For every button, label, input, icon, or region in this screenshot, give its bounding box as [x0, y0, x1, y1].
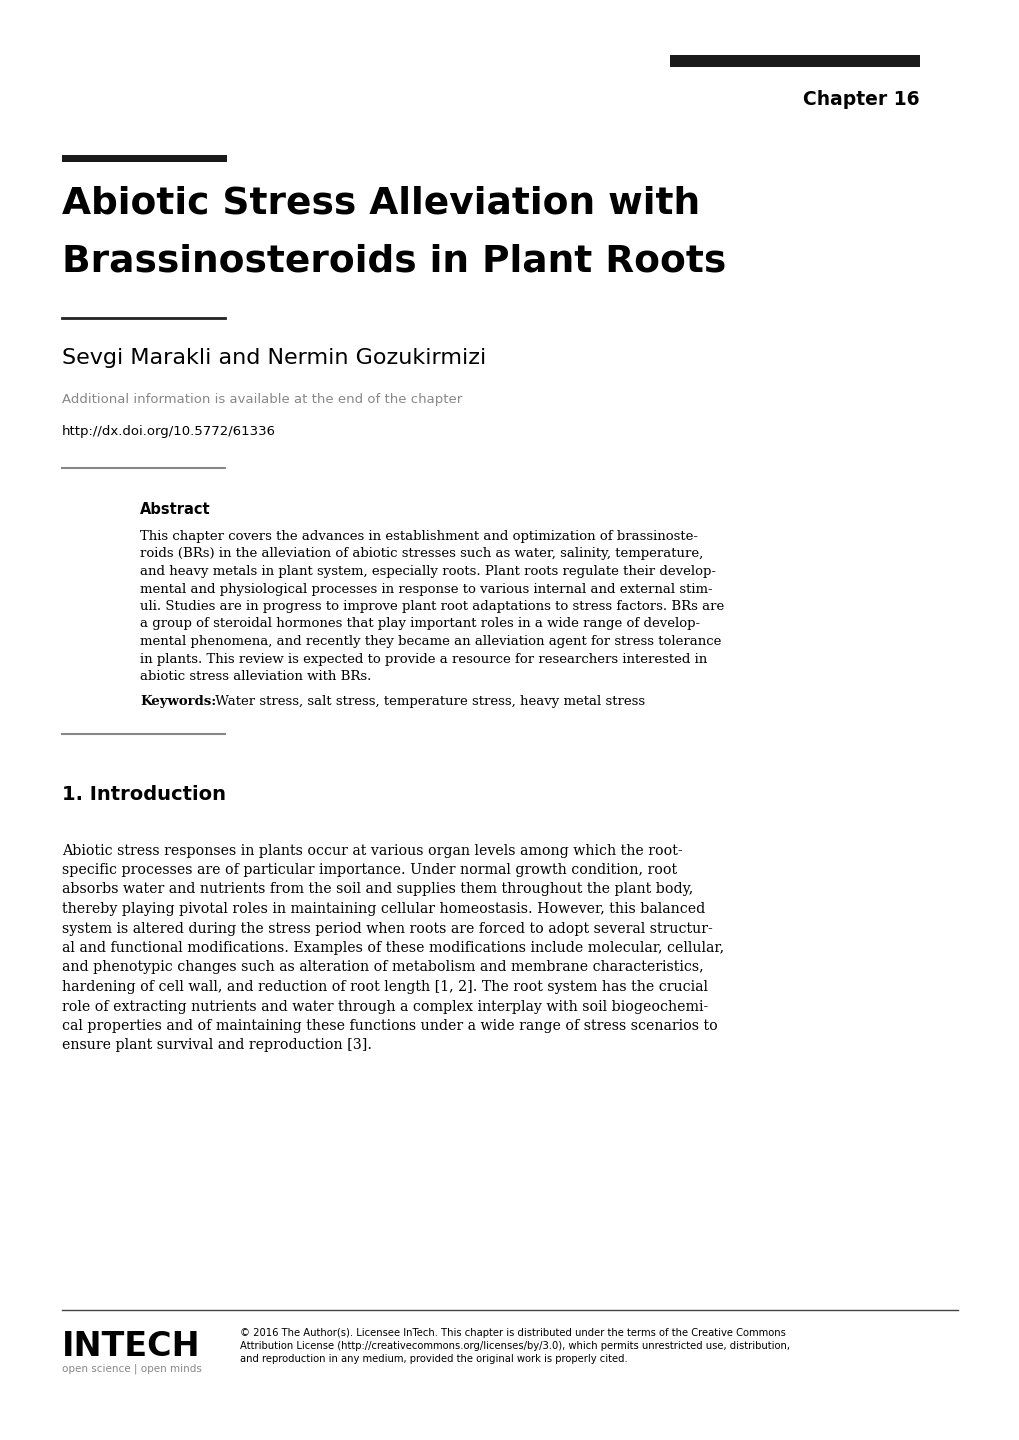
Text: role of extracting nutrients and water through a complex interplay with soil bio: role of extracting nutrients and water t… — [62, 999, 707, 1014]
Text: open science | open minds: open science | open minds — [62, 1364, 202, 1374]
Text: roids (BRs) in the alleviation of abiotic stresses such as water, salinity, temp: roids (BRs) in the alleviation of abioti… — [140, 547, 702, 560]
Bar — [669, 55, 919, 68]
Text: and phenotypic changes such as alteration of metabolism and membrane characteris: and phenotypic changes such as alteratio… — [62, 960, 703, 975]
Text: al and functional modifications. Examples of these modifications include molecul: al and functional modifications. Example… — [62, 940, 723, 955]
Text: hardening of cell wall, and reduction of root length [1, 2]. The root system has: hardening of cell wall, and reduction of… — [62, 981, 707, 994]
Text: Chapter 16: Chapter 16 — [803, 89, 919, 109]
Text: Sevgi Marakli and Nermin Gozukirmizi: Sevgi Marakli and Nermin Gozukirmizi — [62, 348, 486, 369]
Text: Water stress, salt stress, temperature stress, heavy metal stress: Water stress, salt stress, temperature s… — [211, 696, 644, 708]
Text: Attribution License (http://creativecommons.org/licenses/by/3.0), which permits : Attribution License (http://creativecomm… — [239, 1341, 790, 1351]
Text: Abstract: Abstract — [140, 503, 210, 517]
Text: and heavy metals in plant system, especially roots. Plant roots regulate their d: and heavy metals in plant system, especi… — [140, 564, 715, 577]
Text: Keywords:: Keywords: — [140, 696, 216, 708]
Text: abiotic stress alleviation with BRs.: abiotic stress alleviation with BRs. — [140, 670, 371, 683]
Text: and reproduction in any medium, provided the original work is properly cited.: and reproduction in any medium, provided… — [239, 1354, 627, 1364]
Text: ensure plant survival and reproduction [3].: ensure plant survival and reproduction [… — [62, 1038, 372, 1053]
Text: a group of steroidal hormones that play important roles in a wide range of devel: a group of steroidal hormones that play … — [140, 618, 699, 631]
Text: cal properties and of maintaining these functions under a wide range of stress s: cal properties and of maintaining these … — [62, 1020, 717, 1032]
Text: Brassinosteroids in Plant Roots: Brassinosteroids in Plant Roots — [62, 243, 726, 279]
Text: Abiotic Stress Alleviation with: Abiotic Stress Alleviation with — [62, 184, 699, 220]
Text: specific processes are of particular importance. Under normal growth condition, : specific processes are of particular imp… — [62, 863, 677, 877]
Text: © 2016 The Author(s). Licensee InTech. This chapter is distributed under the ter: © 2016 The Author(s). Licensee InTech. T… — [239, 1328, 785, 1338]
Text: mental phenomena, and recently they became an alleviation agent for stress toler: mental phenomena, and recently they beca… — [140, 635, 720, 648]
Text: uli. Studies are in progress to improve plant root adaptations to stress factors: uli. Studies are in progress to improve … — [140, 600, 723, 613]
Text: absorbs water and nutrients from the soil and supplies them throughout the plant: absorbs water and nutrients from the soi… — [62, 883, 693, 897]
Text: INTECH: INTECH — [62, 1331, 201, 1364]
Text: http://dx.doi.org/10.5772/61336: http://dx.doi.org/10.5772/61336 — [62, 425, 276, 438]
Bar — [62, 156, 227, 161]
Text: in plants. This review is expected to provide a resource for researchers interes: in plants. This review is expected to pr… — [140, 652, 706, 665]
Text: Additional information is available at the end of the chapter: Additional information is available at t… — [62, 393, 462, 406]
Text: thereby playing pivotal roles in maintaining cellular homeostasis. However, this: thereby playing pivotal roles in maintai… — [62, 901, 704, 916]
Text: mental and physiological processes in response to various internal and external : mental and physiological processes in re… — [140, 583, 712, 596]
Text: 1. Introduction: 1. Introduction — [62, 785, 226, 805]
Text: This chapter covers the advances in establishment and optimization of brassinost: This chapter covers the advances in esta… — [140, 530, 697, 543]
Text: Abiotic stress responses in plants occur at various organ levels among which the: Abiotic stress responses in plants occur… — [62, 844, 682, 857]
Text: system is altered during the stress period when roots are forced to adopt severa: system is altered during the stress peri… — [62, 922, 712, 936]
